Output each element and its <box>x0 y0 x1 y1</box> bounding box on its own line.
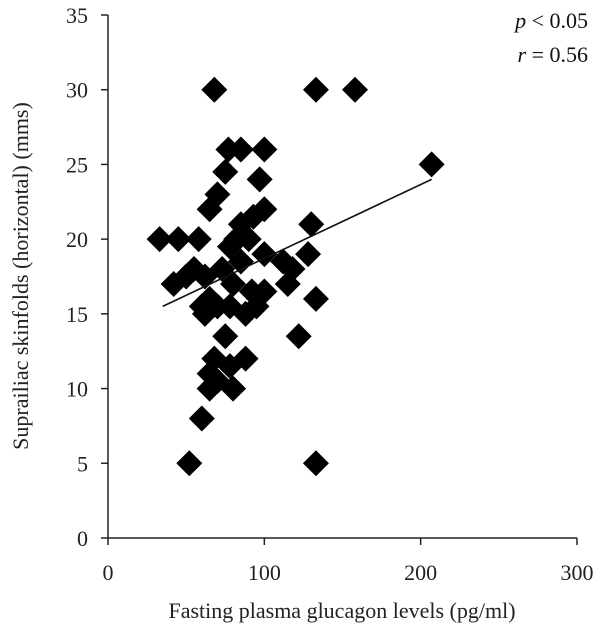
data-point-diamond <box>302 285 329 312</box>
data-point-diamond <box>227 248 254 275</box>
data-point-diamond <box>185 226 212 253</box>
p-value-text: < 0.05 <box>526 8 588 33</box>
data-point-diamond <box>298 211 325 238</box>
data-point-diamond <box>196 375 223 402</box>
data-point-diamond <box>146 226 173 253</box>
data-point-diamond <box>251 136 278 163</box>
x-tick-label: 300 <box>561 560 594 585</box>
data-point-diamond <box>160 270 187 297</box>
data-point-diamond <box>418 151 445 178</box>
y-tick-label: 15 <box>66 302 88 327</box>
y-tick-label: 30 <box>66 78 88 103</box>
data-point-diamond <box>212 323 239 350</box>
data-point-diamond <box>216 353 243 380</box>
data-point-diamond <box>165 226 192 253</box>
x-tick-label: 200 <box>404 560 437 585</box>
data-point-diamond <box>220 375 247 402</box>
p-symbol: p <box>513 8 526 33</box>
data-point-diamond <box>227 136 254 163</box>
data-point-diamond <box>246 166 273 193</box>
y-tick-label: 25 <box>66 152 88 177</box>
data-point-diamond <box>285 323 312 350</box>
data-point-diamond <box>196 196 223 223</box>
data-points <box>146 76 445 477</box>
r-value-annotation: r = 0.56 <box>518 42 588 67</box>
data-point-diamond <box>212 158 239 185</box>
r-symbol: r <box>518 42 527 67</box>
data-point-diamond <box>295 241 322 268</box>
y-axis-title: Suprailiac skinfolds (horizontal) (mms) <box>8 102 33 450</box>
data-point-diamond <box>342 76 369 103</box>
ticks: 0 100 200 300 0 5 10 15 20 25 30 35 <box>66 3 594 585</box>
y-tick-label: 10 <box>66 377 88 402</box>
x-tick-label: 100 <box>248 560 281 585</box>
data-point-diamond <box>302 76 329 103</box>
data-point-diamond <box>191 300 218 327</box>
y-tick-label: 5 <box>77 451 88 476</box>
y-tick-label: 20 <box>66 227 88 252</box>
data-point-diamond <box>274 270 301 297</box>
r-value-text: = 0.56 <box>526 42 588 67</box>
x-axis-title: Fasting plasma glucagon levels (pg/ml) <box>168 598 515 623</box>
p-value-annotation: p < 0.05 <box>513 8 588 33</box>
data-point-diamond <box>176 450 203 477</box>
data-point-diamond <box>235 226 262 253</box>
data-point-diamond <box>201 76 228 103</box>
data-point-diamond <box>188 405 215 432</box>
axes <box>107 15 577 539</box>
data-point-diamond <box>243 293 270 320</box>
y-tick-label: 35 <box>66 3 88 28</box>
y-tick-label: 0 <box>77 526 88 551</box>
x-tick-label: 0 <box>103 560 114 585</box>
regression-line <box>162 178 432 308</box>
data-point-diamond <box>302 450 329 477</box>
data-point-diamond <box>220 270 247 297</box>
